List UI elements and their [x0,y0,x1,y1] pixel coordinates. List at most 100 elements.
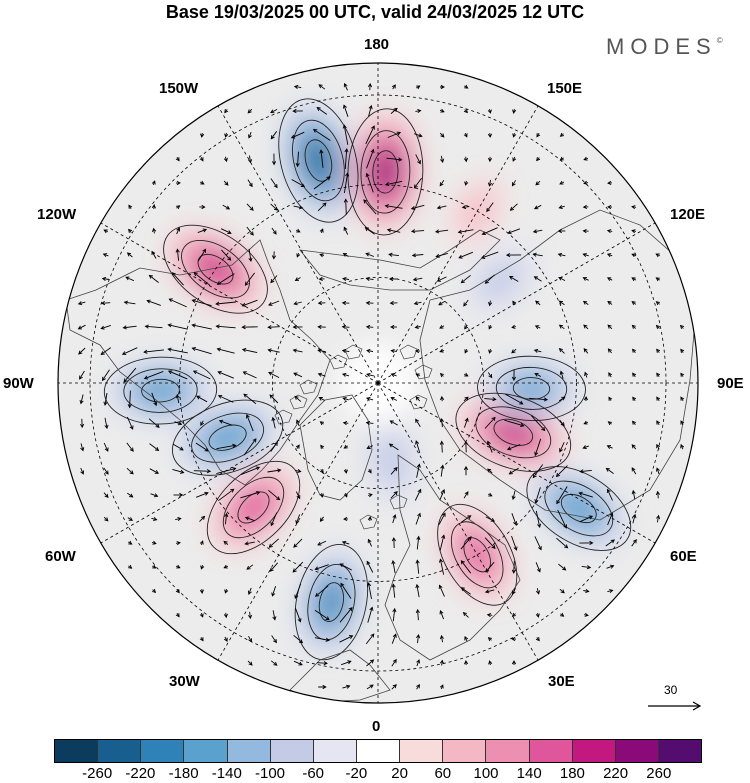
wind-arrow [438,300,446,306]
isoline [141,378,180,403]
wind-arrow [320,444,325,449]
wind-arrow [439,108,445,113]
wind-arrow [434,229,449,234]
wind-arrow [458,251,474,259]
wind-arrow [148,274,159,283]
polar-stereographic-map [57,62,702,711]
wind-arrow [199,637,204,642]
wind-arrow [290,131,305,139]
wind-arrow [534,438,542,457]
wind-arrow [440,155,445,164]
wind-arrow [392,607,397,622]
wind-arrow [268,489,281,501]
wind-arrow [151,250,157,259]
wind-arrow [148,418,160,428]
wind-arrow [314,585,329,597]
wind-arrow [197,228,208,234]
wind-arrow [579,540,594,545]
wind-arrow [436,205,447,210]
colorbar-segment [55,740,99,762]
isoline [222,476,285,539]
colorbar-segment [98,740,142,762]
wind-arrow [631,229,637,234]
wind-arrow [223,540,229,545]
wind-arrow [269,562,279,572]
wind-arrow [415,583,420,598]
wind-arrow [314,564,329,571]
wind-arrow [199,156,204,162]
wind-arrow [175,541,181,546]
wind-arrow [314,609,330,621]
isoline [455,392,572,472]
arctic-island-outline [274,409,293,425]
lon-label-90e: 90E [717,375,744,392]
wind-arrow [415,373,421,378]
meridian-line [377,382,656,544]
wind-arrow [511,561,516,574]
wind-arrow [485,561,495,573]
wind-arrow [460,560,472,574]
wind-arrow [536,133,541,138]
wind-arrow [488,325,493,330]
wind-arrow [270,441,278,452]
wind-arrow [655,467,660,474]
wind-arrow [220,228,232,234]
wind-arrow [391,633,397,644]
colorbar-tick-label: -100 [254,765,286,782]
colorbar-segment [486,740,530,762]
wind-arrow [511,324,517,329]
wind-arrow [439,324,445,329]
wind-arrow [365,125,375,145]
wind-arrow [312,128,331,141]
negative-anomaly-cell [464,246,538,314]
wind-arrow [199,612,204,618]
wind-arrow [363,199,377,215]
wind-arrow [439,684,444,690]
colorbar-tick-label: 220 [603,765,629,782]
wind-arrow [339,606,353,623]
wind-arrow [463,299,469,307]
wind-arrow [390,466,398,475]
wind-arrow [248,248,253,263]
wind-arrow [461,205,470,210]
wind-arrow [102,253,109,257]
wind-arrow [319,253,325,258]
wind-arrow [535,180,541,186]
isoline [294,543,368,661]
wind-arrow [605,539,615,547]
wind-arrow [100,347,112,355]
wind-arrow [559,420,565,427]
isoline [181,240,250,299]
wind-arrow [292,324,303,330]
wind-arrow [175,180,181,186]
wind-arrow [292,348,303,353]
wind-arrow [223,636,228,642]
wind-arrow [486,202,494,213]
wind-arrow [295,151,300,168]
wind-arrow [439,372,445,378]
wind-arrow [460,536,472,550]
wind-arrow [532,229,543,234]
wind-arrow [267,348,280,353]
wind-arrow [460,274,471,284]
wind-arrow [340,582,352,599]
wind-arrow [101,276,110,281]
colorbar-tick-label: -260 [82,765,113,782]
wind-arrow [364,227,375,235]
wind-arrow [438,512,446,525]
wind-arrow [558,204,565,209]
wind-arrow [632,513,637,524]
wind-arrow [367,468,372,474]
wind-arrow [631,277,637,282]
wind-arrow [342,104,349,117]
wind-arrow [583,324,589,330]
wind-arrow [343,82,348,91]
wind-arrow [608,372,613,378]
wind-arrow [416,535,421,550]
wind-arrow [343,172,350,193]
anomaly-fill-level [136,376,185,405]
lon-label-30e: 30E [548,673,575,690]
wind-arrow [318,397,325,401]
wind-arrow [79,394,84,405]
wind-arrow [146,299,161,306]
